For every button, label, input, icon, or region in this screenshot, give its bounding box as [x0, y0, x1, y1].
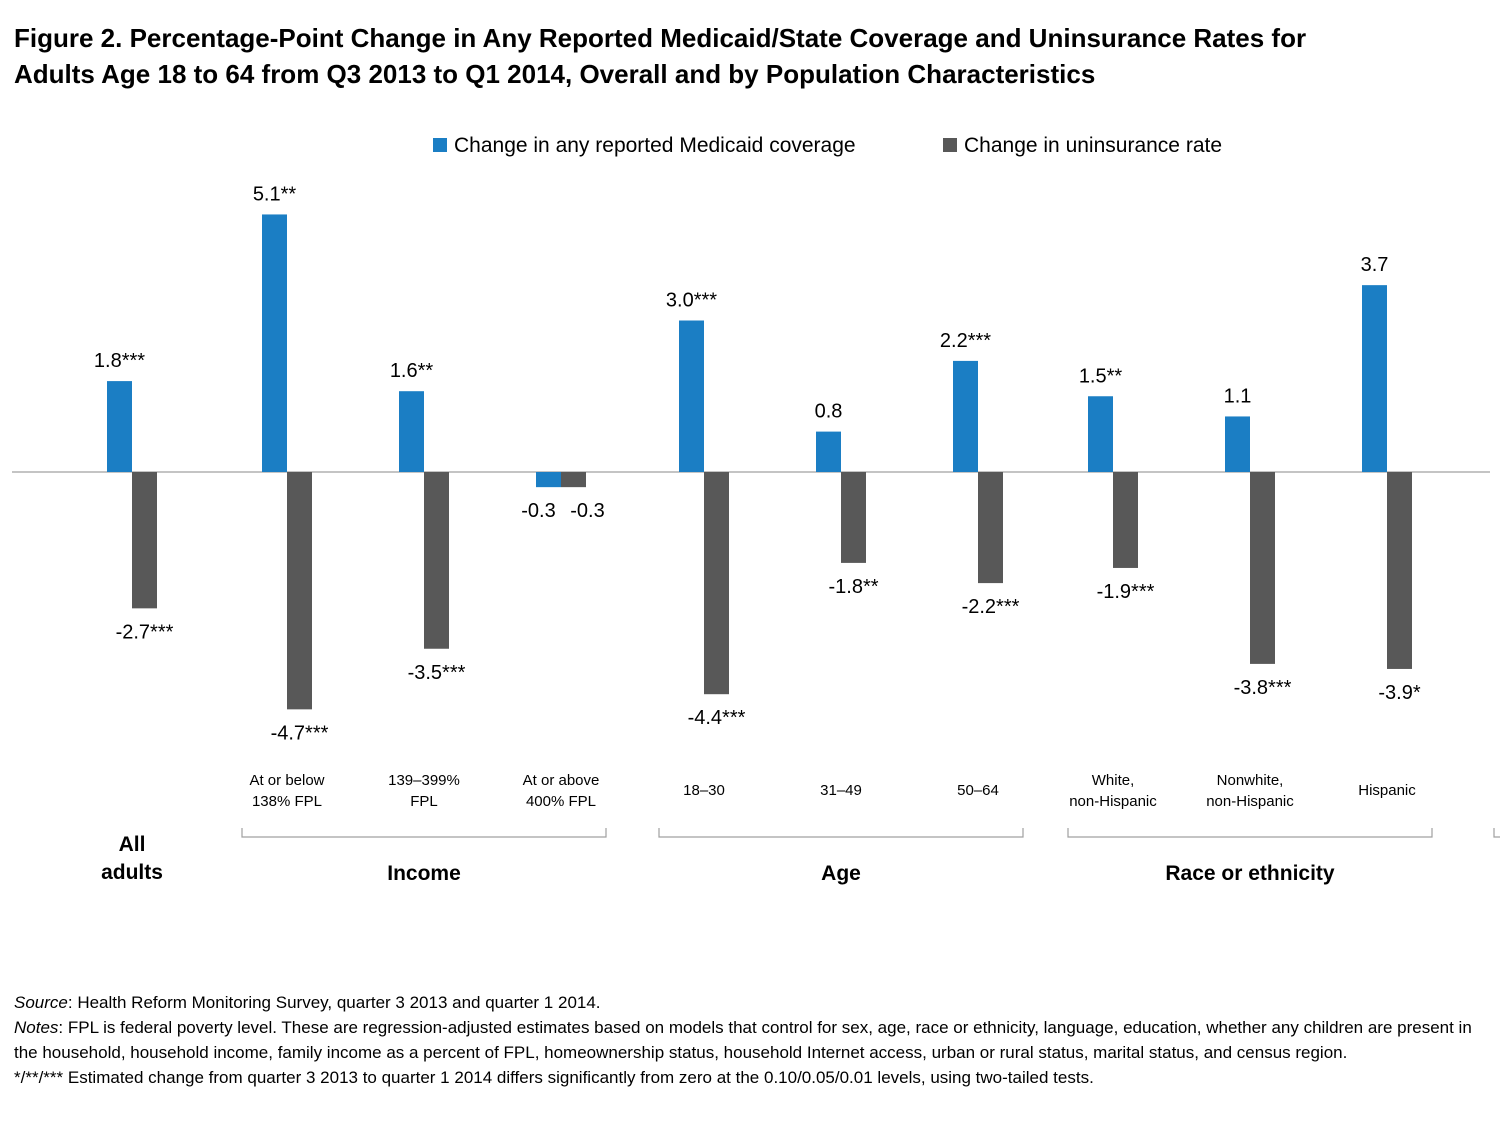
data-label-uninsured: -1.8** [828, 576, 878, 598]
data-label-uninsured: -2.7*** [116, 621, 174, 643]
data-label-medicaid: -0.3 [521, 500, 555, 522]
data-label-uninsured: -1.9*** [1097, 581, 1155, 603]
category-label: 18–30 [683, 782, 725, 799]
bar-medicaid [107, 381, 132, 472]
category-label: 31–49 [820, 782, 862, 799]
category-label: 50–64 [957, 782, 999, 799]
category-label: At or above [523, 772, 600, 789]
data-label-medicaid: 5.1** [253, 183, 297, 205]
group-bracket [1493, 828, 1500, 838]
data-label-medicaid: 0.8 [815, 401, 843, 423]
bar-uninsured [424, 472, 449, 649]
bar-uninsured [841, 472, 866, 563]
bar-uninsured [132, 472, 157, 609]
group-label: adults [101, 861, 163, 884]
notes-label: Notes [14, 1018, 59, 1037]
bar-medicaid [1088, 396, 1113, 472]
bar-uninsured [1113, 472, 1138, 568]
data-label-uninsured: -3.8*** [1234, 677, 1292, 699]
group-label: Income [387, 862, 461, 885]
category-label: White, [1092, 772, 1135, 789]
legend-swatch-medicaid [433, 138, 447, 152]
data-label-medicaid: 1.1 [1224, 385, 1252, 407]
data-label-medicaid: 1.5** [1079, 365, 1123, 387]
notes-note: Notes: FPL is federal poverty level. The… [14, 1015, 1486, 1065]
category-label: Hispanic [1358, 782, 1416, 799]
legend-swatch-uninsured [943, 138, 957, 152]
category-label: 139–399% [388, 772, 460, 789]
group-label: All [119, 833, 146, 856]
category-label: non-Hispanic [1069, 793, 1157, 810]
significance-note: */**/*** Estimated change from quarter 3… [14, 1068, 1094, 1087]
bar-uninsured [1250, 472, 1275, 664]
source-label: Source [14, 993, 68, 1012]
source-text: : Health Reform Monitoring Survey, quart… [67, 993, 601, 1012]
category-label: non-Hispanic [1206, 793, 1294, 810]
bar-medicaid [399, 391, 424, 472]
footnotes: Source: Health Reform Monitoring Survey,… [14, 990, 1486, 1090]
bar-medicaid [679, 320, 704, 472]
data-label-medicaid: 1.8*** [94, 350, 145, 372]
category-label: 138% FPL [252, 793, 322, 810]
category-label: At or below [249, 772, 324, 789]
bar-chart: Change in any reported Medicaid coverage… [12, 134, 1500, 885]
data-label-medicaid: 1.6** [390, 360, 434, 382]
bar-uninsured [978, 472, 1003, 584]
bar-uninsured [1387, 472, 1412, 669]
category-label: FPL [410, 793, 438, 810]
chart-title-line-2: Adults Age 18 to 64 from Q3 2013 to Q1 2… [14, 59, 1096, 89]
legend-label-medicaid: Change in any reported Medicaid coverage [454, 134, 856, 157]
data-label-uninsured: -4.4*** [688, 707, 746, 729]
bar-uninsured [704, 472, 729, 695]
bar-medicaid [1225, 416, 1250, 472]
group-label: Race or ethnicity [1165, 862, 1335, 885]
legend-label-uninsured: Change in uninsurance rate [964, 134, 1222, 157]
data-label-uninsured: -3.9* [1378, 682, 1420, 704]
source-note: Source: Health Reform Monitoring Survey,… [14, 990, 1486, 1015]
bar-uninsured [561, 472, 586, 488]
data-label-medicaid: 2.2*** [940, 330, 991, 352]
chart-title: Figure 2. Percentage-Point Change in Any… [14, 20, 1484, 92]
category-label: 400% FPL [526, 793, 596, 810]
group-bracket [658, 828, 1024, 838]
bar-medicaid [816, 431, 841, 472]
chart-title-line-1: Figure 2. Percentage-Point Change in Any… [14, 23, 1307, 53]
bar-uninsured [287, 472, 312, 710]
data-label-uninsured: -4.7*** [271, 722, 329, 744]
bar-medicaid [262, 214, 287, 472]
data-label-uninsured: -0.3 [570, 500, 604, 522]
bar-medicaid [953, 360, 978, 472]
data-label-uninsured: -3.5*** [408, 662, 466, 684]
group-label: Age [821, 862, 861, 885]
group-bracket [1067, 828, 1433, 838]
notes-text: : FPL is federal poverty level. These ar… [14, 1018, 1472, 1062]
data-label-medicaid: 3.7 [1361, 254, 1389, 276]
data-label-uninsured: -2.2*** [962, 596, 1020, 618]
category-label: Nonwhite, [1217, 772, 1284, 789]
bar-medicaid [1362, 285, 1387, 472]
group-bracket [241, 828, 607, 838]
bar-medicaid [536, 472, 561, 488]
data-label-medicaid: 3.0*** [666, 290, 717, 312]
